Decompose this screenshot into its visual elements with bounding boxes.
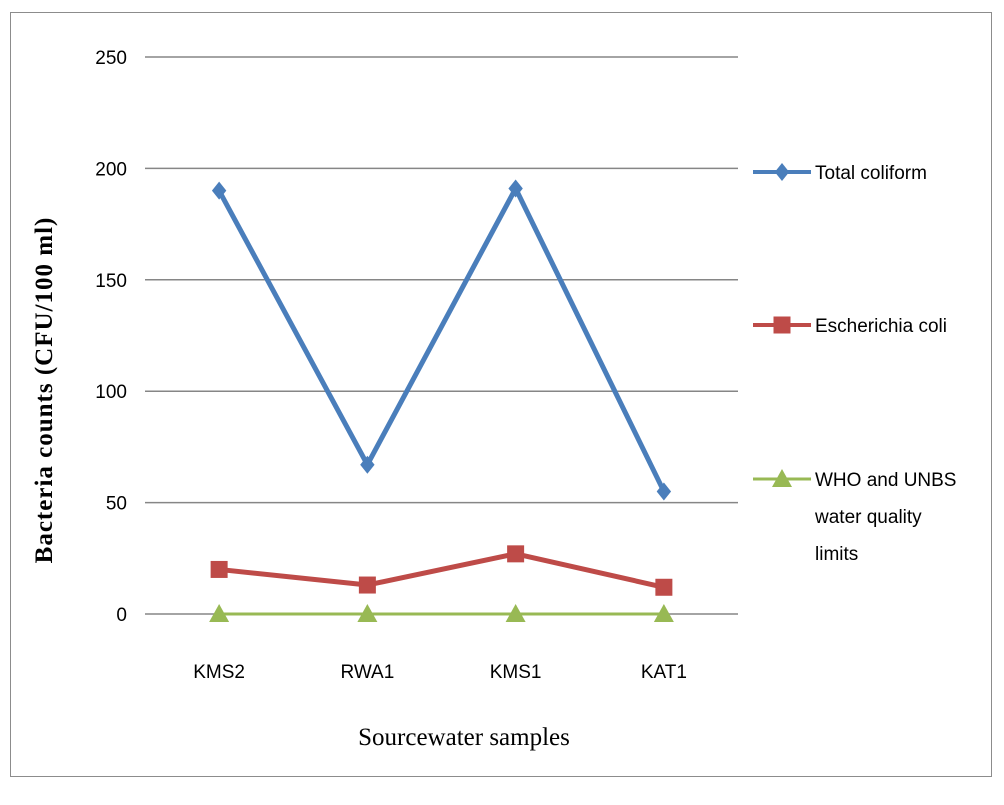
y-tick-label: 50 [106,494,127,515]
series-1 [210,545,673,596]
legend-label: Escherichia coli [815,316,947,337]
x-tick-label: KMS1 [490,662,542,683]
legend-label: water quality [814,507,922,528]
data-point [653,604,674,622]
series-line [216,185,667,493]
data-point [210,560,228,578]
series-2 [209,604,674,622]
y-tick-label: 250 [95,48,127,69]
y-axis-label: Bacteria counts (CFU/100 ml) [31,217,58,564]
legend-item: Escherichia coli [753,316,947,337]
series-group [209,179,674,622]
x-tick-label: KMS2 [193,662,245,683]
chart-frame [10,12,992,777]
series-0 [211,179,672,501]
x-tick-label: RWA1 [340,662,394,683]
legend-label: WHO and UNBS [815,470,956,491]
legend-swatch-marker [773,316,791,334]
data-point [209,604,230,622]
legend-swatch-marker [772,469,792,487]
y-tick-label: 0 [116,605,127,626]
y-tick-label: 150 [95,271,127,292]
series-line [218,551,665,590]
data-point [508,179,523,198]
x-axis-label: Sourcewater samples [358,724,570,751]
legend-label: Total coliform [815,163,927,184]
data-point [360,455,375,474]
x-tick-label: KAT1 [641,662,687,683]
legend-swatch-marker [774,163,790,181]
y-tick-label: 100 [95,382,127,403]
grid-lines [145,56,738,615]
data-point [656,482,672,501]
y-tick-labels: 0 50 100 150 200 250 [95,48,127,626]
data-point [655,578,673,596]
legend-label: limits [815,544,858,565]
legend-item: WHO and UNBS water quality limits [753,469,956,565]
data-point [505,604,526,622]
data-point [211,181,227,200]
data-point [507,545,525,563]
legend-item: Total coliform [753,163,927,184]
x-tick-labels: KMS2 RWA1 KMS1 KAT1 [193,662,687,683]
legend: Total coliform Escherichia coli WHO and UN… [753,163,956,565]
data-point [358,576,376,594]
y-tick-label: 200 [95,159,127,180]
data-point [357,604,378,622]
